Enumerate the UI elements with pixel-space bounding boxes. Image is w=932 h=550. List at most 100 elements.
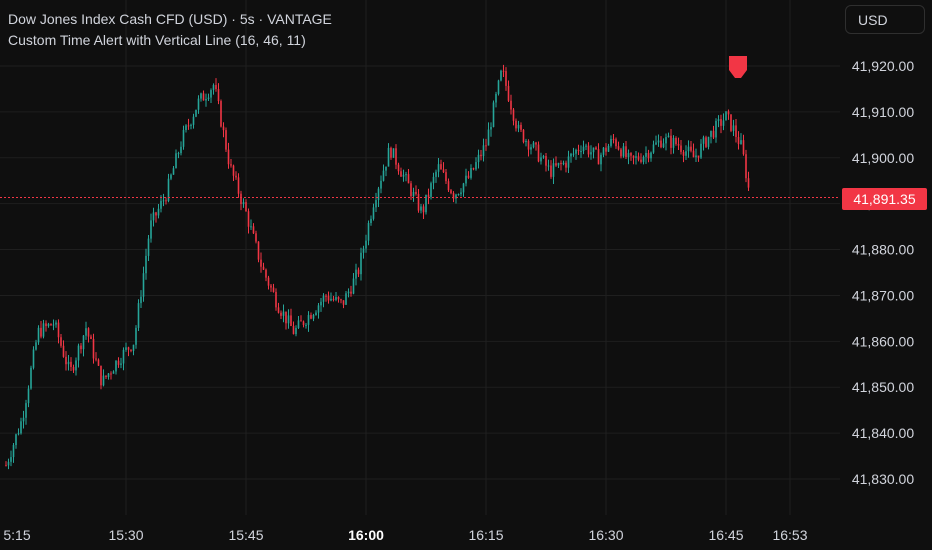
candle-body xyxy=(200,93,202,99)
candle-body xyxy=(702,137,705,144)
candle-body xyxy=(737,137,740,145)
candle-body xyxy=(670,135,672,148)
candle-body xyxy=(450,190,452,194)
candle-body xyxy=(205,99,207,101)
candle-body xyxy=(720,119,722,126)
candle-body xyxy=(240,193,242,205)
price-axis[interactable]: 41,830.00 41,840.00 41,850.00 41,860.00 41,8… xyxy=(852,58,914,487)
candle-body xyxy=(307,315,310,325)
candle-body xyxy=(420,206,422,211)
candle-body xyxy=(372,207,375,219)
candle-body xyxy=(650,152,652,159)
candle-body xyxy=(540,157,542,162)
candle-body xyxy=(317,305,320,313)
candle-body xyxy=(315,312,317,316)
candle-body xyxy=(362,248,365,253)
candle-body xyxy=(265,269,267,278)
candle-body xyxy=(602,147,605,155)
price-tick-label: 41,920.00 xyxy=(852,58,914,74)
candle-body xyxy=(607,145,610,152)
candle-body xyxy=(102,375,105,386)
candle-body xyxy=(707,136,710,147)
candle-body xyxy=(355,269,357,279)
candle-body xyxy=(157,208,160,216)
candle-body xyxy=(695,155,697,158)
candle-body xyxy=(525,140,527,143)
candle-body xyxy=(277,307,280,313)
candle-body xyxy=(275,291,277,308)
candle-body xyxy=(287,315,290,324)
candle-body xyxy=(367,222,370,241)
candle-body xyxy=(95,358,97,360)
candle-body xyxy=(455,194,457,199)
indicator-title[interactable]: Custom Time Alert with Vertical Line (16… xyxy=(8,32,306,48)
candle-body xyxy=(705,137,707,147)
candle-body xyxy=(185,125,187,130)
candle-body xyxy=(67,361,70,365)
candle-body xyxy=(672,137,675,148)
candle-body xyxy=(585,145,587,147)
candle-body xyxy=(337,297,340,300)
candle-body xyxy=(645,152,647,157)
candle-body xyxy=(642,156,645,162)
candle-body xyxy=(452,193,455,199)
candle-body xyxy=(235,175,237,178)
candle-body xyxy=(370,218,372,223)
candle-body xyxy=(262,266,265,270)
candle-body xyxy=(365,240,367,249)
candle-body xyxy=(347,291,350,294)
symbol-title[interactable]: Dow Jones Index Cash CFD (USD) · 5s · VA… xyxy=(8,11,332,27)
candle-body xyxy=(110,373,112,375)
candle-body xyxy=(457,194,460,196)
candle-body xyxy=(207,97,210,100)
candle-body xyxy=(442,169,445,173)
candle-body xyxy=(647,152,650,159)
candle-body xyxy=(160,200,162,209)
candle-body xyxy=(107,373,110,377)
price-tick-label: 41,830.00 xyxy=(852,471,914,487)
candle-body xyxy=(402,174,405,177)
candle-body xyxy=(385,166,387,171)
candle-body xyxy=(682,151,685,156)
candle-body xyxy=(212,85,215,91)
candle-body xyxy=(87,328,90,337)
currency-button[interactable]: USD xyxy=(845,5,925,34)
candle-body xyxy=(345,293,347,305)
candles xyxy=(5,64,750,470)
candle-body xyxy=(270,285,272,288)
candle-body xyxy=(520,124,522,130)
alert-flag-icon[interactable] xyxy=(727,55,749,79)
candle-body xyxy=(657,140,660,143)
time-axis[interactable]: 5:15 15:30 15:45 16:00 16:15 16:30 16:45 16:53 xyxy=(3,527,807,543)
candle-body xyxy=(745,154,747,179)
candle-body xyxy=(215,85,217,89)
candle-body xyxy=(152,212,155,221)
candle-body xyxy=(230,164,232,166)
candle-body xyxy=(405,174,407,176)
candle-body xyxy=(505,71,507,86)
candle-body xyxy=(80,345,82,350)
candle-body xyxy=(37,327,40,343)
candle-body xyxy=(117,360,120,365)
candle-body xyxy=(622,146,625,157)
candle-body xyxy=(680,145,682,152)
candle-body xyxy=(180,146,182,154)
candle-body xyxy=(390,147,392,158)
candle-body xyxy=(500,70,502,81)
candle-body xyxy=(30,367,32,389)
candle-body xyxy=(567,156,570,168)
candle-body xyxy=(582,146,585,152)
candle-body xyxy=(320,301,322,306)
candle-body xyxy=(375,200,377,208)
candle-body xyxy=(435,171,437,177)
candle-body xyxy=(467,175,470,178)
candle-body xyxy=(675,137,677,145)
candle-body xyxy=(155,212,157,216)
candle-body xyxy=(472,168,475,170)
candle-body xyxy=(237,177,240,194)
candle-body xyxy=(595,147,597,150)
candle-body xyxy=(340,299,342,301)
candle-body xyxy=(422,206,425,213)
candle-body xyxy=(475,162,477,170)
